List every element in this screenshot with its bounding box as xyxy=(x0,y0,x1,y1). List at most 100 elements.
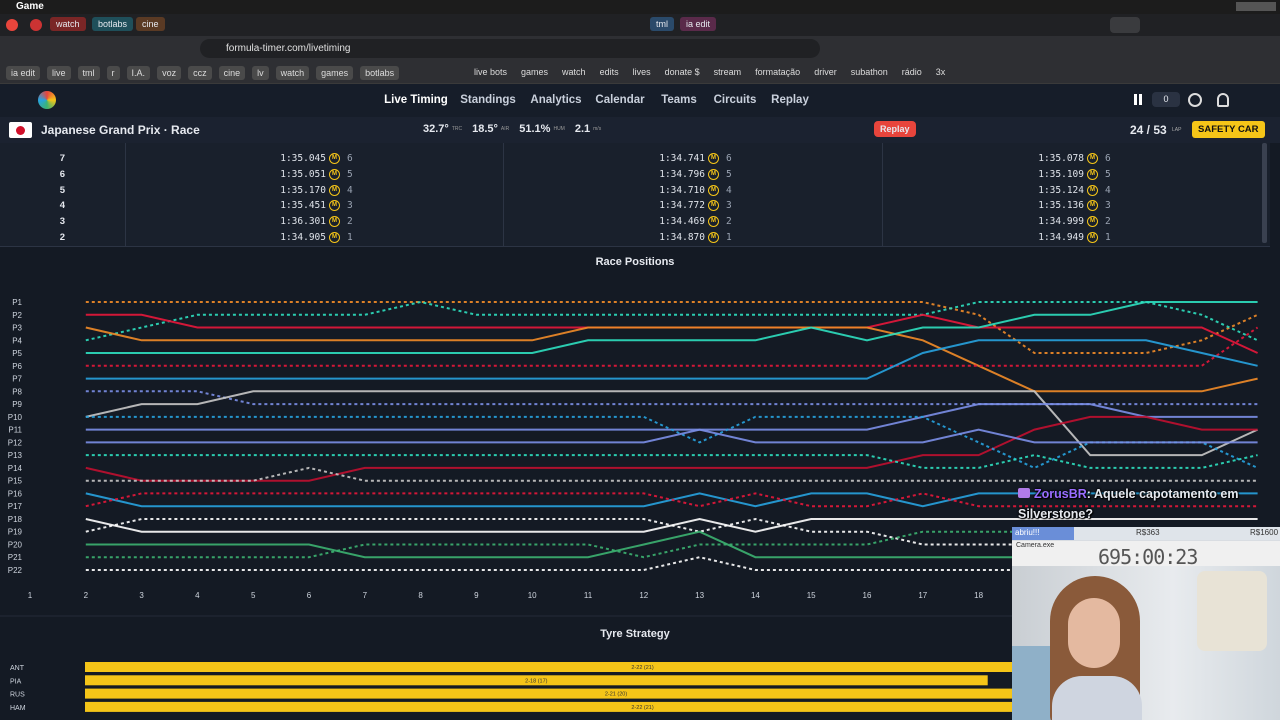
position-line xyxy=(85,492,1258,508)
chart-title: Race Positions xyxy=(596,256,675,268)
lap-time: 1:35.136 xyxy=(1038,200,1084,212)
nav-item[interactable]: Analytics xyxy=(530,94,582,106)
x-tick-label: 7 xyxy=(363,591,368,600)
tab[interactable]: watch xyxy=(50,17,86,31)
nav-item[interactable]: Teams xyxy=(661,94,697,106)
bookmark-folder[interactable]: donate $ xyxy=(664,67,700,77)
weather-unit: AIR xyxy=(500,126,510,132)
lap-counter: 24 / 53 xyxy=(1130,123,1167,137)
y-tick-label: P21 xyxy=(8,553,23,562)
x-tick-label: 16 xyxy=(863,591,872,600)
lap-pos: 3 xyxy=(1105,200,1111,212)
bookmark[interactable]: tml xyxy=(77,66,100,80)
tab[interactable]: botlabs xyxy=(92,17,134,31)
tab[interactable]: ia edit xyxy=(680,17,717,31)
tab[interactable]: cine xyxy=(136,17,165,31)
charts: Race Positions P1 P2 P3 P4 P5 P6 P7 P8 P9 P10 P11 P1… xyxy=(0,256,1280,712)
x-tick-label: 12 xyxy=(639,591,648,600)
bookmark[interactable]: botlabs xyxy=(360,66,400,80)
column-divider xyxy=(882,143,883,246)
pause-icon[interactable] xyxy=(1134,94,1142,105)
x-tick-label: 8 xyxy=(418,591,423,600)
x-tick-label: 13 xyxy=(695,591,704,600)
bookmark-folder[interactable]: games xyxy=(521,67,549,77)
lap-time: 1:34.772 xyxy=(659,200,705,212)
nav-item[interactable]: Calendar xyxy=(595,94,645,106)
y-tick-label: P10 xyxy=(8,413,23,422)
user-icon[interactable] xyxy=(1217,93,1229,107)
scrollbar[interactable] xyxy=(1262,143,1267,243)
tyre-badge: M xyxy=(329,200,340,212)
nav-item[interactable]: Replay xyxy=(771,94,809,106)
tab[interactable]: tml xyxy=(650,17,674,31)
tyre-badge: M xyxy=(708,168,719,180)
tyre-badge: M xyxy=(1087,200,1098,212)
x-tick-label: 11 xyxy=(584,591,593,600)
bookmark[interactable]: ia edit xyxy=(6,66,41,80)
bookmark[interactable]: lv xyxy=(252,66,269,80)
pillow xyxy=(1012,646,1052,720)
replay-badge[interactable]: Replay xyxy=(874,121,916,137)
tyre-badge: M xyxy=(1087,168,1098,180)
bookmark-folder[interactable]: stream xyxy=(713,67,742,77)
nav-item[interactable]: Circuits xyxy=(713,94,757,106)
race-header: Japanese Grand Prix · Race 32.7° TRC 18.5°… xyxy=(0,117,1280,143)
nav-item[interactable]: Standings xyxy=(460,94,516,106)
bookmark-folder[interactable]: formatação xyxy=(755,67,801,77)
flag xyxy=(9,122,32,138)
lap-pos: 3 xyxy=(347,200,353,212)
bookmark[interactable]: voz xyxy=(157,66,182,80)
bookmark-folder[interactable]: live bots xyxy=(474,67,508,77)
bookmark-folder[interactable]: driver xyxy=(814,67,837,77)
settings-icon[interactable] xyxy=(1188,93,1202,107)
bookmark[interactable]: games xyxy=(316,66,354,80)
position-line xyxy=(85,530,1258,559)
pause-count: 0 xyxy=(1152,92,1180,107)
tab-icon[interactable] xyxy=(6,19,18,31)
row-position: 5 xyxy=(59,184,65,196)
weather-unit: HUM xyxy=(553,126,565,132)
bookmark-folder[interactable]: lives xyxy=(632,67,651,77)
column-divider xyxy=(125,143,126,246)
bookmark[interactable]: cine xyxy=(218,66,246,80)
url[interactable]: formula-timer.com/livetiming xyxy=(226,43,351,54)
nav-item[interactable]: Live Timing xyxy=(384,94,448,106)
camera-title: Camera.exe xyxy=(1016,542,1055,549)
bookmark[interactable]: watch xyxy=(275,66,310,80)
weather-unit: TRC xyxy=(451,126,463,132)
chat-user: ZorusBR xyxy=(1034,487,1087,501)
bookmark[interactable]: I.A. xyxy=(126,66,151,80)
y-tick-label: P22 xyxy=(8,566,23,575)
chart-title: Tyre Strategy xyxy=(600,628,670,640)
weather-unit: m/s xyxy=(593,126,602,132)
driver-label: HAM xyxy=(10,705,26,712)
logo[interactable] xyxy=(38,91,56,109)
bookmark-folder[interactable]: edits xyxy=(599,67,619,77)
window-controls[interactable] xyxy=(1236,2,1276,11)
bookmark-folder[interactable]: 3x xyxy=(935,67,946,77)
row-position: 6 xyxy=(59,168,65,180)
bookmark[interactable]: r xyxy=(106,66,120,80)
position-line xyxy=(85,454,1258,469)
goal-progress xyxy=(1012,527,1074,540)
bookmark[interactable]: ccz xyxy=(188,66,212,80)
stint-bar xyxy=(85,675,988,686)
lap-pos: 5 xyxy=(347,168,353,180)
lap-time: 1:34.999 xyxy=(1038,216,1084,228)
y-tick-label: P18 xyxy=(8,515,23,524)
x-tick-label: 18 xyxy=(974,591,983,600)
bookmark-folder[interactable]: subathon xyxy=(850,67,888,77)
lap-time: 1:36.301 xyxy=(280,216,326,228)
toolbar: formula-timer.com/livetiming xyxy=(0,36,1280,62)
omnibox[interactable] xyxy=(200,39,820,58)
tab-icon[interactable] xyxy=(30,19,42,31)
lap-pos: 6 xyxy=(726,153,732,164)
bookmark[interactable]: live xyxy=(47,66,71,80)
tyre-badge: M xyxy=(1087,216,1098,228)
tyre-badge: M xyxy=(1087,232,1098,243)
active-tab[interactable] xyxy=(1110,17,1140,33)
tab-strip: watch botlabs cine tml ia edit xyxy=(0,14,1280,36)
bookmark-folder[interactable]: rádio xyxy=(901,67,922,77)
bookmark-folder[interactable]: watch xyxy=(562,67,586,77)
